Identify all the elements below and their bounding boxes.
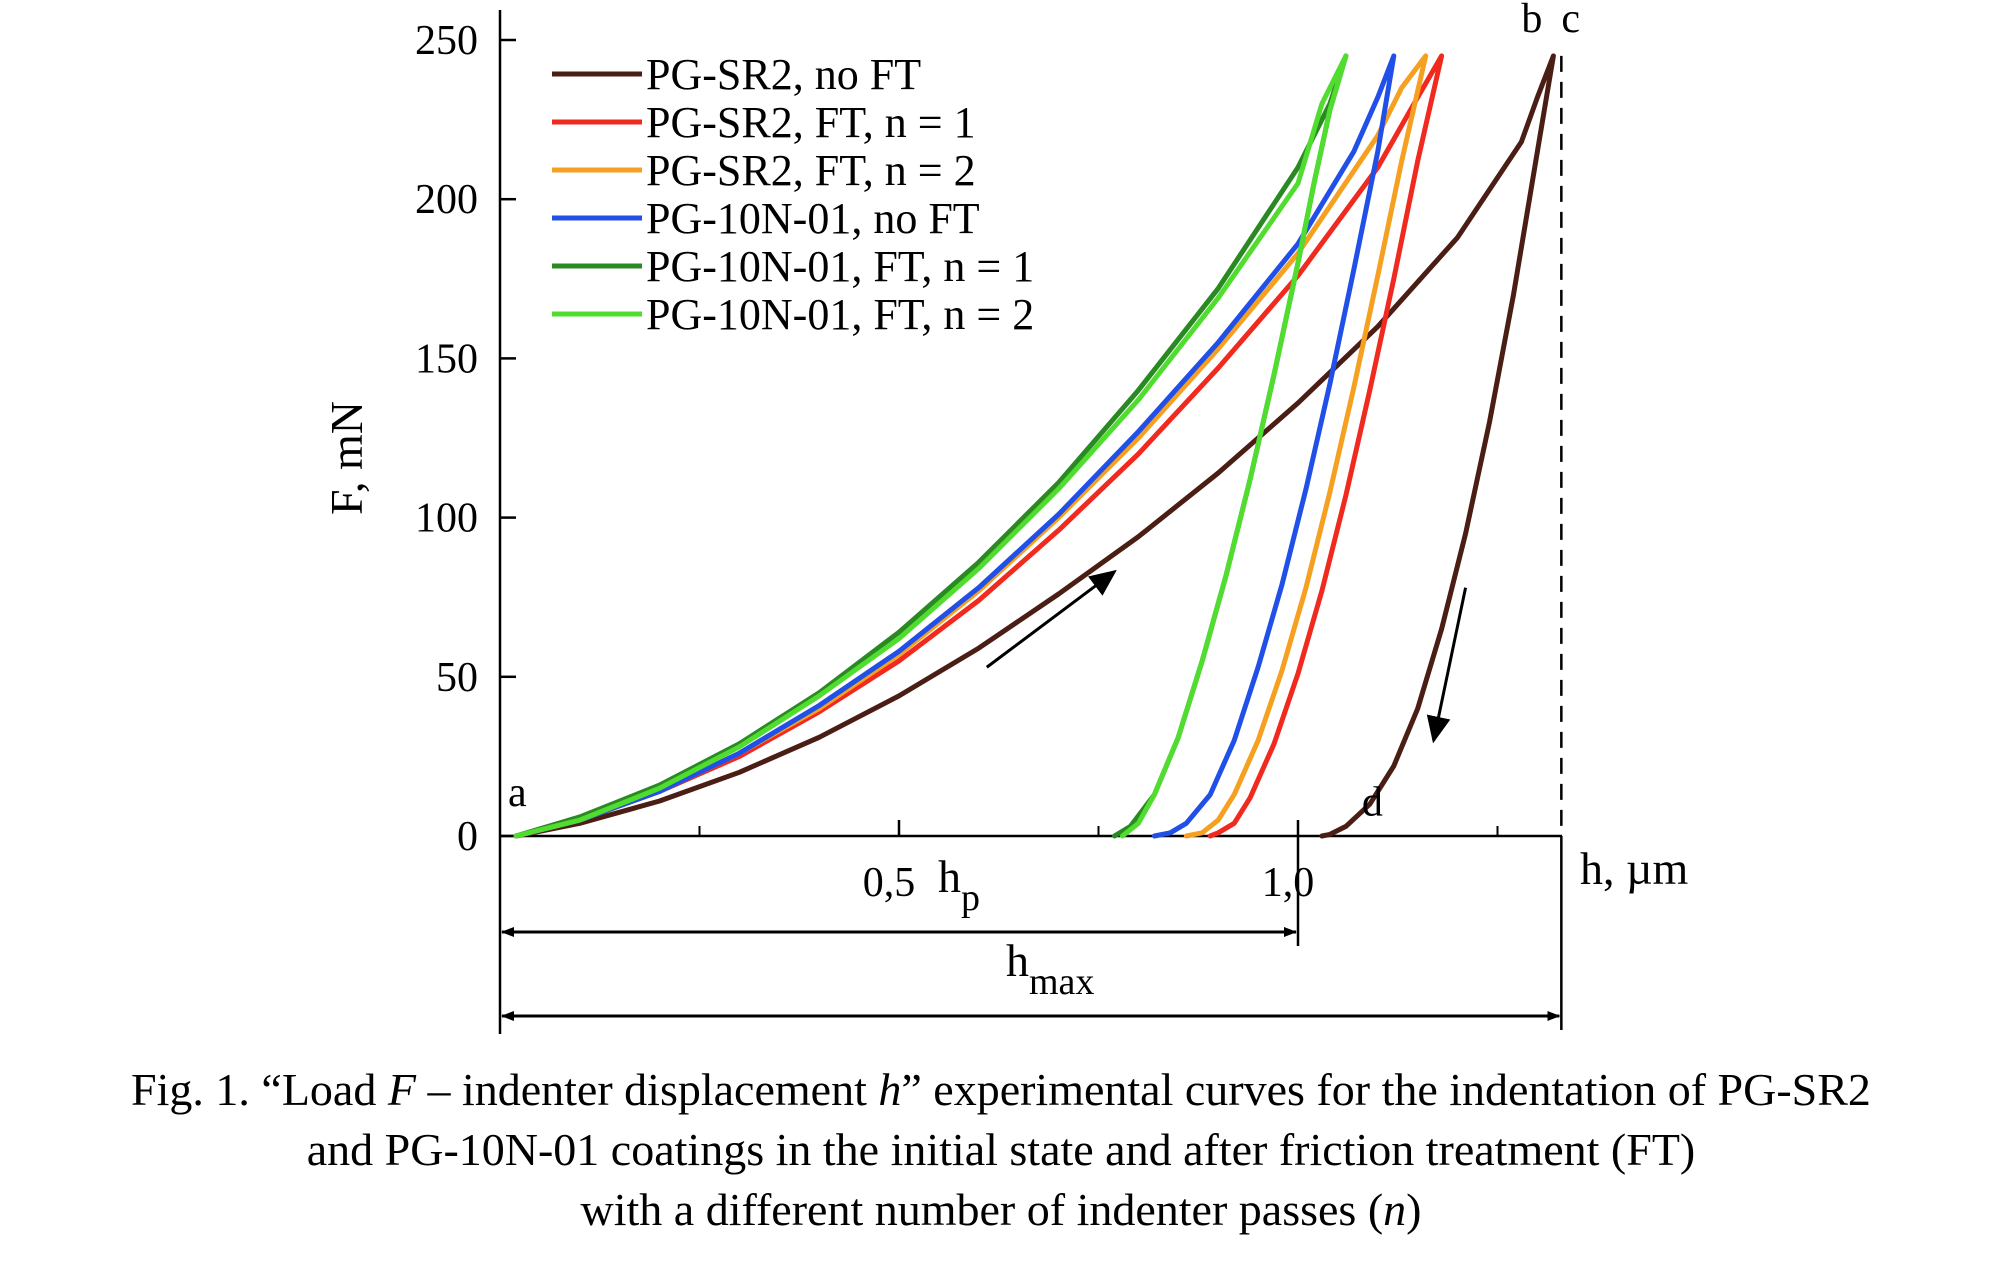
series-line-4 bbox=[513, 53, 1397, 839]
legend-label-4: PG-10N-01, no FT bbox=[646, 194, 980, 243]
dimension-label-sub: p bbox=[961, 877, 980, 919]
point-label-b: b bbox=[1521, 0, 1542, 42]
y-tick-label: 150 bbox=[415, 336, 478, 382]
series-line-3 bbox=[513, 53, 1429, 839]
y-tick-label: 50 bbox=[436, 655, 478, 701]
direction-arrow-1 bbox=[985, 569, 1117, 669]
y-axis-label: F, mN bbox=[321, 401, 372, 515]
axes: 0 50 100 150 200 250 0,5 1,0 F, mN h, µm bbox=[321, 10, 1689, 906]
caption-line-3: with a different number of indenter pass… bbox=[580, 1184, 1422, 1235]
caption-line-2: and PG-10N-01 coatings in the initial st… bbox=[306, 1124, 1696, 1175]
dimension-label-sub: max bbox=[1029, 961, 1094, 1003]
y-tick-label: 250 bbox=[415, 18, 478, 64]
x-tick-label: 0,5 bbox=[863, 860, 916, 906]
legend-label-1: PG-SR2, no FT bbox=[646, 50, 921, 99]
y-tick-label: 0 bbox=[457, 814, 478, 860]
y-tick-label: 200 bbox=[415, 177, 478, 223]
y-tick-label: 100 bbox=[415, 496, 478, 542]
point-label-a: a bbox=[508, 770, 527, 816]
series-group bbox=[513, 53, 1556, 839]
legend-label-6: PG-10N-01, FT, n = 2 bbox=[646, 290, 1034, 339]
dimension-label-main: h bbox=[1006, 935, 1029, 986]
x-tick-label: 1,0 bbox=[1262, 860, 1315, 906]
dimension-label-max: hmax bbox=[1006, 935, 1094, 1003]
dimension-label-p: hp bbox=[938, 851, 980, 919]
series-line-6 bbox=[513, 53, 1349, 839]
caption-line-1: Fig. 1. “Load F – indenter displacement … bbox=[131, 1064, 1871, 1115]
dimension-label-main: h bbox=[938, 851, 961, 902]
legend-label-5: PG-10N-01, FT, n = 1 bbox=[646, 242, 1034, 291]
x-axis-label: h, µm bbox=[1580, 843, 1689, 894]
direction-arrow-2 bbox=[1426, 587, 1468, 744]
legend-label-2: PG-SR2, FT, n = 1 bbox=[646, 98, 976, 147]
figure-caption: Fig. 1. “Load F – indenter displacement … bbox=[0, 1060, 2002, 1240]
point-label-c: c bbox=[1561, 0, 1580, 42]
point-label-d: d bbox=[1362, 780, 1383, 826]
series-line-1 bbox=[513, 53, 1556, 839]
legend-label-3: PG-SR2, FT, n = 2 bbox=[646, 146, 976, 195]
